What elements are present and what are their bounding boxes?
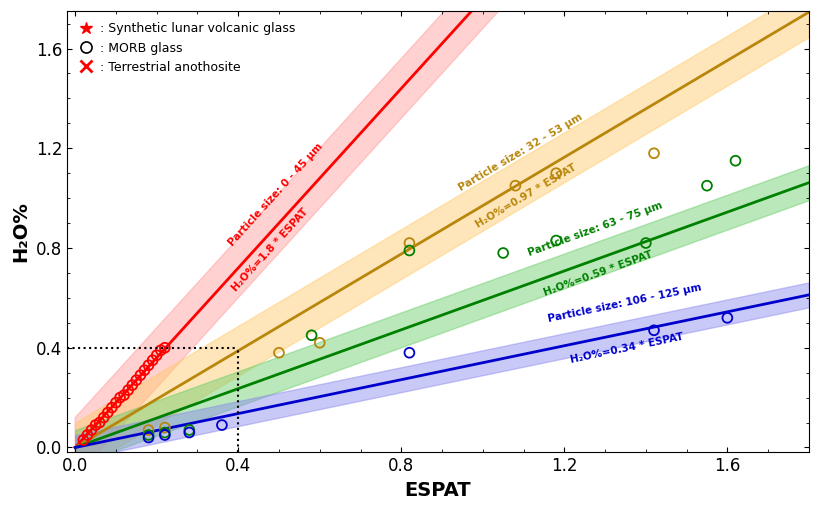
Point (154, 346, 167, 354)
Point (215, 421, 229, 429)
Text: Particle size: 0 - 45 μm: Particle size: 0 - 45 μm (226, 142, 324, 248)
Point (89, 421, 102, 429)
Point (117, 391, 130, 399)
Point (146, 356, 159, 364)
Point (150, 351, 163, 359)
Point (549, 237, 562, 245)
Point (402, 239, 415, 247)
Point (101, 408, 114, 416)
Point (138, 366, 151, 374)
Point (133, 371, 147, 379)
Point (109, 399, 122, 407)
Point (158, 344, 171, 352)
Point (97, 413, 110, 422)
Text: H₂O%=0.97 * ESPAT: H₂O%=0.97 * ESPAT (473, 162, 577, 229)
Point (402, 349, 415, 357)
Point (305, 331, 318, 339)
Point (647, 149, 660, 157)
Point (142, 361, 155, 369)
Point (699, 181, 713, 190)
Point (93, 419, 106, 427)
Point (647, 326, 660, 334)
Point (81, 431, 94, 439)
Point (129, 376, 143, 384)
Text: H₂O%=0.34 * ESPAT: H₂O%=0.34 * ESPAT (568, 331, 683, 364)
Y-axis label: H₂O%: H₂O% (11, 201, 30, 262)
Point (142, 433, 155, 442)
Legend: : Synthetic lunar volcanic glass, : MORB glass, : Terrestrial anothosite: : Synthetic lunar volcanic glass, : MORB… (73, 17, 300, 79)
Point (183, 426, 196, 434)
Text: H₂O%=0.59 * ESPAT: H₂O%=0.59 * ESPAT (542, 249, 654, 298)
X-axis label: ESPAT: ESPAT (404, 481, 471, 500)
Text: Particle size: 106 - 125 μm: Particle size: 106 - 125 μm (546, 283, 701, 324)
Point (77, 436, 90, 444)
Point (496, 249, 509, 257)
Point (85, 426, 98, 434)
Point (720, 314, 733, 322)
Point (549, 169, 562, 177)
Point (158, 431, 171, 439)
Point (728, 157, 741, 165)
Point (113, 393, 126, 402)
Point (402, 246, 415, 254)
Point (142, 431, 155, 439)
Point (313, 339, 326, 347)
Point (509, 181, 522, 190)
Point (121, 386, 134, 394)
Text: Particle size: 32 - 53 μm: Particle size: 32 - 53 μm (457, 111, 584, 193)
Point (125, 381, 138, 389)
Text: Particle size: 63 - 75 μm: Particle size: 63 - 75 μm (526, 201, 663, 259)
Point (105, 404, 118, 412)
Point (639, 239, 652, 247)
Point (158, 428, 171, 436)
Point (142, 426, 155, 434)
Point (272, 349, 285, 357)
Point (158, 424, 171, 432)
Text: H₂O%=1.8 * ESPAT: H₂O%=1.8 * ESPAT (230, 206, 310, 293)
Point (183, 428, 196, 436)
